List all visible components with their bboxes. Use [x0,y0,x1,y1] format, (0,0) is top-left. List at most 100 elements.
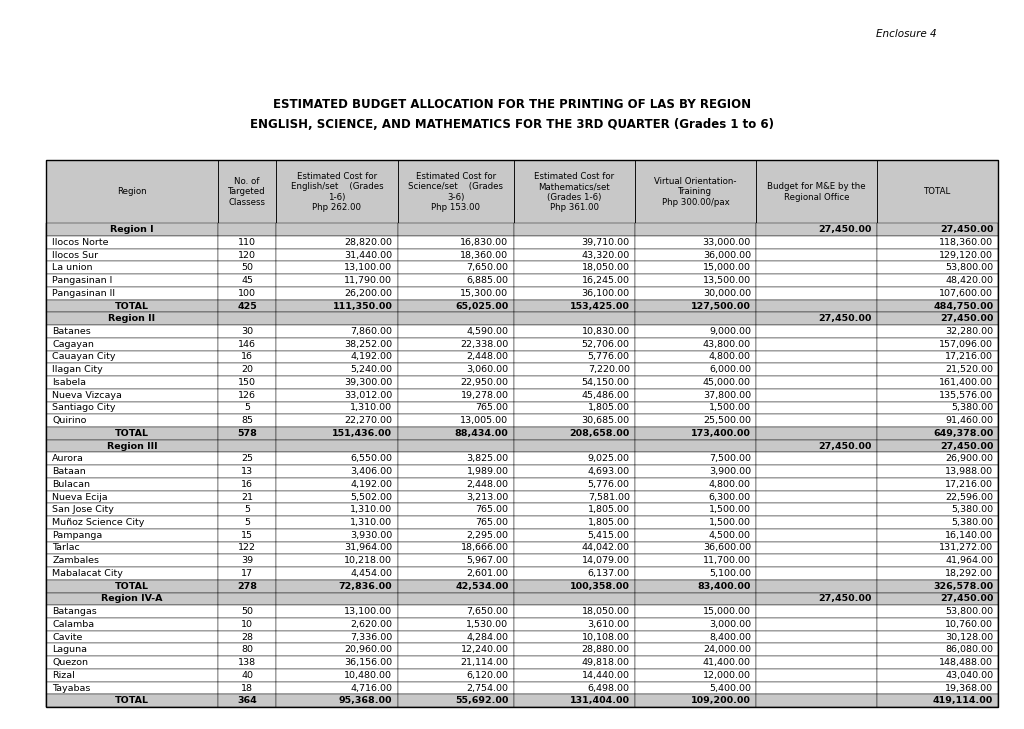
Text: 100,358.00: 100,358.00 [569,582,630,590]
Text: Cauayan City: Cauayan City [52,352,116,362]
Text: 7,860.00: 7,860.00 [350,327,392,336]
Text: 39,710.00: 39,710.00 [582,238,630,247]
Text: 2,754.00: 2,754.00 [467,684,509,693]
Text: 1,310.00: 1,310.00 [350,518,392,527]
Text: 5,967.00: 5,967.00 [467,556,509,565]
Text: 17,216.00: 17,216.00 [945,352,993,362]
Text: 161,400.00: 161,400.00 [939,378,993,387]
Text: 38,252.00: 38,252.00 [344,340,392,348]
Text: 31,440.00: 31,440.00 [344,251,392,260]
Text: 27,450.00: 27,450.00 [940,442,993,451]
Text: 7,581.00: 7,581.00 [588,493,630,502]
Text: 5,776.00: 5,776.00 [588,352,630,362]
Text: 27,450.00: 27,450.00 [940,594,993,604]
Text: 110: 110 [238,238,256,247]
Text: 4,800.00: 4,800.00 [709,480,751,488]
Text: 127,500.00: 127,500.00 [691,302,751,311]
Text: Nueva Ecija: Nueva Ecija [52,493,108,502]
Text: 10: 10 [241,620,253,629]
Text: 131,404.00: 131,404.00 [569,696,630,705]
Text: 25,500.00: 25,500.00 [702,416,751,425]
Text: 7,220.00: 7,220.00 [588,365,630,374]
Text: 6,498.00: 6,498.00 [588,684,630,693]
Text: ENGLISH, SCIENCE, AND MATHEMATICS FOR THE 3RD QUARTER (Grades 1 to 6): ENGLISH, SCIENCE, AND MATHEMATICS FOR TH… [250,118,774,131]
Text: 50: 50 [241,263,253,273]
Text: 129,120.00: 129,120.00 [939,251,993,260]
Text: 6,885.00: 6,885.00 [467,276,509,285]
Text: 10,760.00: 10,760.00 [945,620,993,629]
Text: 2,620.00: 2,620.00 [350,620,392,629]
Text: 173,400.00: 173,400.00 [691,429,751,438]
Text: 157,096.00: 157,096.00 [939,340,993,348]
Text: Region IV-A: Region IV-A [101,594,163,604]
Text: 13,100.00: 13,100.00 [344,607,392,616]
Text: 41,400.00: 41,400.00 [702,658,751,667]
Text: 765.00: 765.00 [475,403,509,413]
Text: 6,550.00: 6,550.00 [350,454,392,464]
Text: Pangasinan II: Pangasinan II [52,289,116,297]
Text: 7,650.00: 7,650.00 [467,607,509,616]
Text: 5: 5 [244,505,250,514]
Text: 85: 85 [241,416,253,425]
Text: 95,368.00: 95,368.00 [339,696,392,705]
Text: 1,530.00: 1,530.00 [466,620,509,629]
Text: 28,880.00: 28,880.00 [582,645,630,655]
Text: 122: 122 [238,543,256,553]
Text: Pangasinan I: Pangasinan I [52,276,113,285]
Text: 33,000.00: 33,000.00 [702,238,751,247]
Text: 42,534.00: 42,534.00 [455,582,509,590]
Text: 153,425.00: 153,425.00 [569,302,630,311]
Text: 120: 120 [238,251,256,260]
Text: 5,415.00: 5,415.00 [588,531,630,539]
Text: Quezon: Quezon [52,658,88,667]
Text: 13,005.00: 13,005.00 [461,416,509,425]
Text: 484,750.00: 484,750.00 [933,302,993,311]
Text: 16,245.00: 16,245.00 [582,276,630,285]
Text: Region: Region [117,187,146,196]
Text: 4,693.00: 4,693.00 [588,467,630,476]
Text: Tayabas: Tayabas [52,684,90,693]
Text: 148,488.00: 148,488.00 [939,658,993,667]
Text: 6,300.00: 6,300.00 [709,493,751,502]
Text: 107,600.00: 107,600.00 [939,289,993,297]
Text: 1,310.00: 1,310.00 [350,505,392,514]
Text: 5: 5 [244,403,250,413]
Text: 54,150.00: 54,150.00 [582,378,630,387]
Text: 425: 425 [238,302,257,311]
Text: 39: 39 [241,556,253,565]
Text: 1,805.00: 1,805.00 [588,505,630,514]
Text: 19,278.00: 19,278.00 [461,391,509,399]
Text: TOTAL: TOTAL [925,187,951,196]
Text: 41,964.00: 41,964.00 [945,556,993,565]
Text: 18,050.00: 18,050.00 [582,607,630,616]
Text: 50: 50 [241,607,253,616]
Text: Santiago City: Santiago City [52,403,116,413]
Text: 5,502.00: 5,502.00 [350,493,392,502]
Text: 5,776.00: 5,776.00 [588,480,630,488]
Text: 22,270.00: 22,270.00 [344,416,392,425]
Text: 5,240.00: 5,240.00 [350,365,392,374]
Text: 43,800.00: 43,800.00 [702,340,751,348]
Text: 12,000.00: 12,000.00 [702,671,751,680]
Text: 419,114.00: 419,114.00 [933,696,993,705]
Text: 18,666.00: 18,666.00 [461,543,509,553]
Text: La union: La union [52,263,93,273]
Text: 18,050.00: 18,050.00 [582,263,630,273]
Text: Pampanga: Pampanga [52,531,102,539]
Text: 53,800.00: 53,800.00 [945,263,993,273]
Text: 6,137.00: 6,137.00 [588,569,630,578]
Text: 80: 80 [241,645,253,655]
Text: San Jose City: San Jose City [52,505,114,514]
Text: Aurora: Aurora [52,454,84,464]
Text: Virtual Orientation-
Training
Php 300.00/pax: Virtual Orientation- Training Php 300.00… [654,177,736,207]
Text: 1,805.00: 1,805.00 [588,403,630,413]
Text: 10,480.00: 10,480.00 [344,671,392,680]
Text: 27,450.00: 27,450.00 [940,314,993,323]
Text: 10,108.00: 10,108.00 [582,633,630,642]
Text: 17,216.00: 17,216.00 [945,480,993,488]
Text: 20: 20 [241,365,253,374]
Text: 7,500.00: 7,500.00 [709,454,751,464]
Text: 3,000.00: 3,000.00 [709,620,751,629]
Text: Region II: Region II [109,314,156,323]
Text: 7,650.00: 7,650.00 [467,263,509,273]
